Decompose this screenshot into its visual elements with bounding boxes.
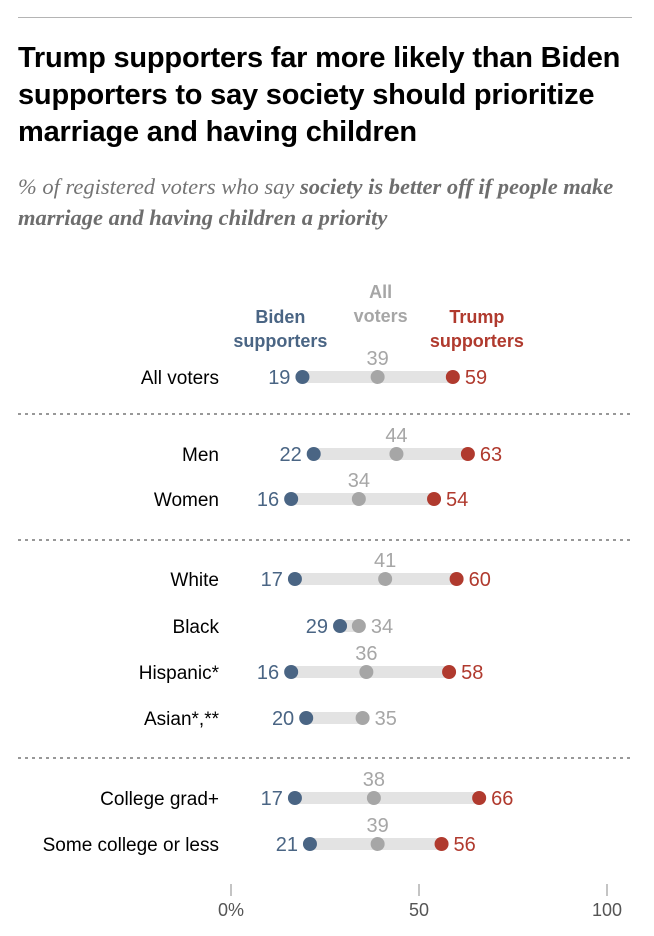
all-voters-value: 41: [374, 550, 396, 572]
trump-value: 54: [446, 489, 468, 511]
biden-value: 21: [276, 834, 298, 856]
biden-value: 19: [268, 367, 290, 389]
all-voters-dot: [366, 791, 381, 805]
all-voters-dot: [355, 711, 370, 725]
biden-dot: [306, 447, 321, 461]
trump-dot: [449, 572, 464, 586]
header-biden: supporters: [233, 331, 327, 351]
trump-value: 66: [491, 788, 513, 810]
row-label: College grad+: [100, 789, 219, 810]
biden-value: 20: [272, 708, 294, 730]
row-label: Asian*,**: [144, 709, 220, 730]
all-voters-value: 34: [371, 616, 393, 638]
biden-value: 29: [306, 616, 328, 638]
axis-tick-label: 100: [592, 900, 622, 920]
biden-dot: [284, 492, 299, 506]
biden-value: 17: [261, 788, 283, 810]
trump-dot: [460, 447, 475, 461]
biden-dot: [299, 711, 314, 725]
subtitle-bold: society is better off if people make mar…: [18, 174, 614, 230]
trump-value: 58: [461, 662, 483, 684]
all-voters-value: 34: [348, 470, 370, 492]
all-voters-dot: [370, 370, 385, 384]
row-label: Hispanic*: [139, 663, 220, 684]
biden-value: 16: [257, 662, 279, 684]
trump-value: 60: [469, 569, 491, 591]
biden-value: 16: [257, 489, 279, 511]
header-all-voters: voters: [354, 306, 408, 326]
header-trump: Trump: [449, 307, 504, 327]
biden-dot: [287, 791, 302, 805]
chart-subtitle: % of registered voters who say society i…: [18, 171, 638, 233]
biden-dot: [284, 665, 299, 679]
all-voters-value: 35: [375, 708, 397, 730]
biden-dot: [302, 837, 317, 851]
row-label: Some college or less: [43, 835, 219, 856]
trump-value: 63: [480, 444, 502, 466]
row-label: All voters: [141, 368, 219, 389]
header-biden: Biden: [255, 307, 305, 327]
all-voters-dot: [370, 837, 385, 851]
trump-dot: [472, 791, 487, 805]
row-label: Black: [173, 617, 220, 638]
all-voters-dot: [351, 492, 366, 506]
axis-tick-label: 50: [409, 900, 429, 920]
all-voters-value: 44: [385, 425, 407, 447]
axis-tick-label: 0%: [218, 900, 244, 920]
all-voters-dot: [389, 447, 404, 461]
row-label: White: [170, 570, 219, 591]
all-voters-value: 39: [367, 348, 389, 370]
header-all-voters: All: [369, 282, 392, 302]
row-label: Men: [182, 445, 219, 466]
all-voters-dot: [378, 572, 393, 586]
trump-dot: [434, 837, 449, 851]
biden-value: 17: [261, 569, 283, 591]
all-voters-value: 39: [367, 815, 389, 837]
row-label: Women: [154, 490, 219, 511]
trump-dot: [427, 492, 442, 506]
trump-value: 56: [454, 834, 476, 856]
biden-dot: [333, 619, 348, 633]
biden-dot: [287, 572, 302, 586]
biden-dot: [295, 370, 310, 384]
trump-value: 59: [465, 367, 487, 389]
trump-dot: [442, 665, 457, 679]
all-voters-dot: [359, 665, 374, 679]
top-rule: [18, 17, 632, 18]
all-voters-value: 38: [363, 769, 385, 791]
header-trump: supporters: [430, 331, 524, 351]
chart-title: Trump supporters far more likely than Bi…: [18, 42, 621, 148]
all-voters-value: 36: [355, 643, 377, 665]
trump-dot: [445, 370, 460, 384]
all-voters-dot: [351, 619, 366, 633]
subtitle-plain: % of registered voters who say: [18, 174, 301, 199]
biden-value: 22: [279, 444, 301, 466]
